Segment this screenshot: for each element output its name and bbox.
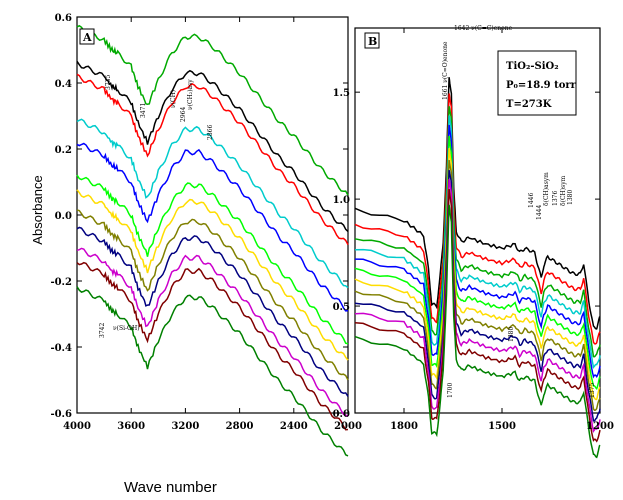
annotation-2964: 2964	[180, 107, 187, 122]
annotation-1380a: 1380	[567, 190, 574, 205]
x-tick-label: 1800	[390, 421, 418, 432]
spectrum-line	[76, 118, 349, 289]
panel-b-tick-labels: 1800 1500 1200 1.5 1.0 0.5 0.0	[333, 88, 614, 432]
x-tick-label: 2400	[280, 421, 308, 432]
spectrum-line	[76, 247, 349, 417]
panel-a-label: A	[82, 31, 92, 44]
spectrum-line	[354, 159, 601, 411]
spectrum-line	[76, 73, 349, 246]
spectrum-line	[354, 106, 601, 358]
y-tick-label: 0.5	[333, 302, 350, 313]
x-tick-label: 2000	[334, 421, 362, 432]
annotation-1375: 1375	[589, 383, 596, 398]
panel-a-tick-labels: 4000 3600 3200 2800 2400 2000 0.6 0.4 0.2 0.0 -0.2…	[50, 13, 362, 432]
spectrum-line	[354, 188, 601, 443]
spectrum-line	[354, 124, 601, 379]
annotation-3742: 3742	[99, 323, 106, 338]
x-tick-label: 1500	[488, 421, 516, 432]
annotation-1642: 1642 ν(C=C)enone	[454, 25, 513, 32]
annotation-si-oh: ν(Si-OH)	[113, 325, 140, 332]
spectrum-line	[354, 148, 601, 401]
annotation-ch-asym: δ(CH)asym	[543, 172, 550, 206]
panel-a-label-box	[79, 28, 95, 45]
x-tick-label: 4000	[63, 421, 91, 432]
condition-temperature: T=273K	[506, 99, 552, 110]
x-tick-label: 2800	[226, 421, 254, 432]
annotation-3471: 3471	[140, 103, 147, 118]
y-tick-label: 0.2	[55, 145, 72, 156]
spectrum-line	[76, 60, 349, 233]
y-tick-label: -0.6	[50, 409, 72, 420]
spectrum-line	[354, 77, 601, 330]
spectrum-line	[76, 209, 349, 381]
annotation-ch-sym: δ(CH)sym	[560, 175, 567, 206]
spectrum-line	[76, 24, 349, 196]
panel-a-series	[76, 24, 349, 457]
y-tick-label: 0.6	[55, 13, 72, 24]
spectrum-line	[76, 142, 349, 312]
annotation-1700: 1700	[447, 383, 454, 398]
panel-a-frame	[76, 16, 349, 414]
condition-catalyst: TiO₂-SiO₂	[506, 61, 559, 72]
panel-b-label: B	[368, 35, 377, 48]
y-tick-label: 1.5	[333, 88, 350, 99]
spectrum-line	[354, 93, 601, 345]
spectrum-line	[354, 179, 601, 434]
y-tick-label: 1.0	[333, 195, 350, 206]
spectrum-line	[354, 115, 601, 369]
conditions-box	[497, 50, 577, 116]
annotation-1376: 1376	[552, 191, 559, 206]
spectrum-line	[354, 204, 601, 459]
y-tick-label: 0.4	[55, 79, 72, 90]
spectrum-line	[354, 169, 601, 422]
annotation-1380b: 1380	[508, 327, 515, 342]
panel-b-label-box	[364, 32, 380, 49]
condition-pressure: P₀=18.9 torr	[506, 80, 577, 91]
panel-b-series	[354, 77, 601, 459]
y-tick-label: 0.0	[333, 409, 350, 420]
spectrum-line	[76, 261, 349, 431]
annotation-1446: 1446	[528, 193, 535, 208]
y-tick-label: -0.4	[50, 343, 72, 354]
x-axis-label: Wave number	[124, 479, 217, 496]
spectrum-line	[76, 286, 349, 457]
spectrum-line	[354, 135, 601, 391]
x-tick-label: 3200	[171, 421, 199, 432]
annotation-2866: 2866	[207, 125, 214, 140]
annotation-3735: 3735	[105, 75, 112, 90]
spectrum-line	[76, 174, 349, 345]
annotation-ch2-asy: ν(CH₂)asy	[187, 79, 194, 110]
spectrum-line	[76, 226, 349, 397]
x-tick-label: 3600	[117, 421, 145, 432]
y-axis-label: Absorbance	[30, 175, 45, 244]
panel-b-frame	[354, 27, 601, 414]
x-tick-label: 1200	[586, 421, 614, 432]
spectrum-line	[76, 189, 349, 361]
annotation-nu-ch: ν(CH)	[170, 90, 177, 108]
panel-a-ticks	[76, 16, 349, 414]
annotation-1444: 1444	[536, 205, 543, 220]
y-tick-label: -0.2	[50, 277, 72, 288]
y-tick-label: 0.0	[55, 211, 72, 222]
annotation-1661: 1661 ν(C=O)enone	[442, 41, 449, 100]
